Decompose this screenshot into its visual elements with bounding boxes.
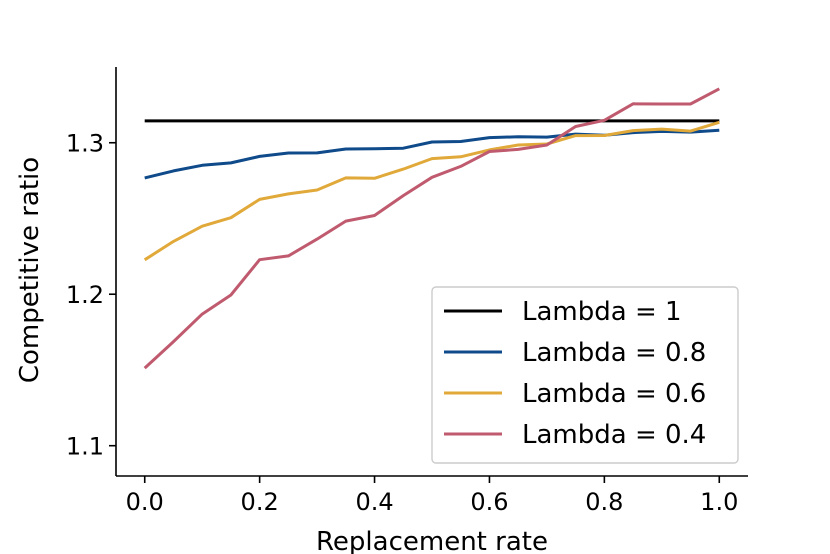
legend-label-2: Lambda = 0.6 bbox=[522, 379, 706, 409]
y-tick-label: 1.2 bbox=[66, 281, 104, 309]
x-tick-label: 0.8 bbox=[585, 488, 623, 516]
x-tick-label: 0.6 bbox=[470, 488, 508, 516]
y-axis-label: Competitive ratio bbox=[15, 157, 45, 383]
legend-label-3: Lambda = 0.4 bbox=[522, 420, 706, 450]
x-tick-label: 1.0 bbox=[700, 488, 738, 516]
y-tick-label: 1.1 bbox=[66, 433, 104, 461]
x-axis-label: Replacement rate bbox=[316, 527, 548, 554]
series-line-1 bbox=[144, 128, 720, 180]
legend-box bbox=[431, 286, 739, 464]
x-tick-label: 0.4 bbox=[355, 488, 393, 516]
y-tick-label: 1.3 bbox=[66, 130, 104, 158]
x-tick-label: 0.0 bbox=[126, 488, 164, 516]
legend: Lambda = 1 Lambda = 0.8 Lambda = 0.6 Lambda… bbox=[431, 286, 739, 464]
legend-label-1: Lambda = 0.8 bbox=[522, 338, 706, 368]
series-line-3 bbox=[143, 87, 721, 370]
series-line-2 bbox=[143, 120, 720, 262]
x-tick-label: 0.2 bbox=[241, 488, 279, 516]
legend-label-0: Lambda = 1 bbox=[522, 297, 682, 327]
